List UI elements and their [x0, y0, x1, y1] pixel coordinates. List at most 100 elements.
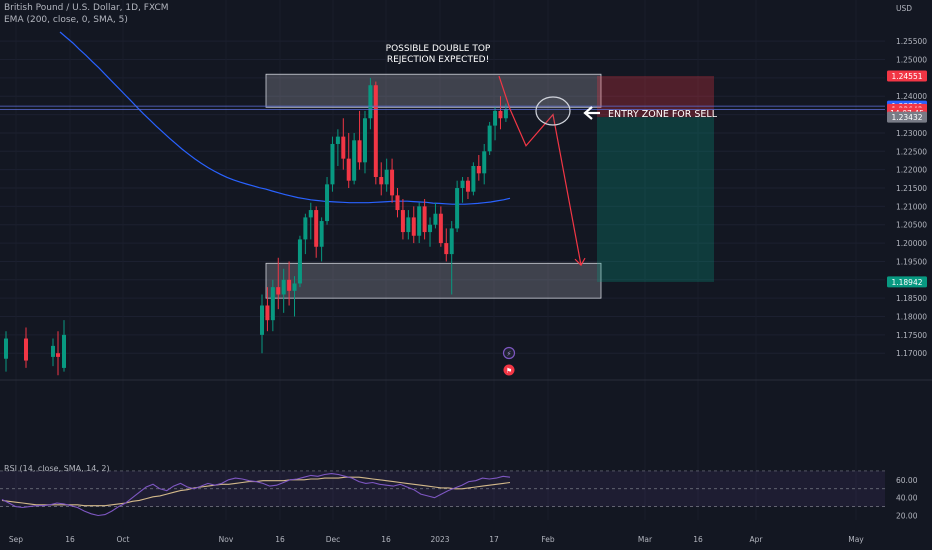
annotation-line-2: REJECTION EXPECTED!	[387, 55, 489, 65]
x-tick-label: 16	[693, 535, 703, 544]
take-profit-area[interactable]	[597, 117, 714, 282]
rsi-axis: 60.00 40.00 20.00	[896, 476, 918, 521]
price-label: 1.18942	[887, 276, 927, 288]
candle	[346, 132, 351, 189]
candle-body	[265, 305, 270, 321]
rsi-line	[1, 473, 511, 517]
time-axis[interactable]: Sep 16 Oct Nov 16 Dec 16 2023 17 Feb Mar 16 Apr May	[9, 535, 864, 544]
event-icons: ⚡ ⚑	[502, 346, 516, 376]
candle-body	[433, 213, 438, 225]
candle-body	[417, 206, 422, 236]
candle	[56, 331, 60, 376]
price-label-text: 1.23432	[891, 113, 922, 122]
candle-body	[406, 217, 411, 233]
candle-body	[444, 243, 449, 255]
candle	[417, 202, 422, 244]
flash-event-icon[interactable]	[502, 346, 516, 360]
candle-body	[379, 177, 384, 185]
y-tick-label: 1.20500	[896, 221, 927, 230]
candle-body	[493, 110, 498, 126]
y-tick-label: 1.23000	[896, 129, 927, 138]
candle-body	[471, 165, 476, 192]
candle	[352, 132, 357, 185]
candle-body	[422, 206, 427, 233]
candle	[270, 279, 275, 332]
candle	[24, 327, 28, 368]
candle-body	[24, 338, 28, 361]
stop-loss-area[interactable]	[597, 76, 714, 118]
flag-glyph-icon: ⚑	[506, 367, 512, 375]
candle-body	[460, 180, 465, 189]
candle	[276, 257, 281, 310]
candle-body	[465, 180, 470, 192]
x-tick-label: Dec	[326, 535, 341, 544]
candle	[379, 162, 384, 196]
rsi-pane	[0, 470, 885, 517]
candle	[444, 228, 449, 262]
y-tick-label: 1.21500	[896, 184, 927, 193]
y-tick-label: 1.25500	[896, 37, 927, 46]
support-zone[interactable]	[265, 262, 602, 299]
candle	[319, 217, 324, 262]
candle-body	[292, 283, 297, 291]
symbol-legend[interactable]: British Pound / U.S. Dollar, 1D, FXCM	[4, 3, 169, 13]
rsi-tick-label: 60.00	[896, 476, 918, 485]
projection-arrowhead-icon	[574, 257, 586, 267]
candle-body	[287, 279, 292, 291]
rsi-legend[interactable]: RSI (14, close, SMA, 14, 2)	[4, 464, 110, 473]
candle	[471, 162, 476, 196]
candle-body	[384, 169, 389, 185]
x-tick-label: Mar	[638, 535, 653, 544]
candle-body	[260, 305, 264, 335]
candle-body	[325, 184, 330, 222]
candle-body	[395, 195, 400, 211]
price-label: 1.23432	[887, 111, 927, 123]
candle	[476, 154, 481, 181]
candle-body	[390, 169, 395, 196]
candle-body	[400, 210, 405, 233]
projection-path	[498, 75, 586, 267]
x-tick-label: 17	[489, 535, 499, 544]
candle-body	[368, 85, 373, 119]
candle	[368, 77, 373, 130]
candle	[400, 199, 405, 240]
candle	[428, 217, 433, 247]
ema-legend[interactable]: EMA (200, close, 0, SMA, 5)	[4, 15, 128, 25]
x-tick-label: Apr	[750, 535, 764, 544]
currency-label: USD	[896, 4, 912, 13]
candle-body	[362, 118, 367, 163]
price-label-bg	[887, 276, 927, 288]
candle	[303, 213, 308, 255]
candle-body	[62, 334, 66, 368]
rsi-tick-label: 20.00	[896, 512, 918, 521]
annotation-entry-zone: ENTRY ZONE FOR SELL	[608, 109, 718, 120]
candle-body	[411, 217, 416, 236]
y-tick-label: 1.21000	[896, 202, 927, 211]
y-tick-label: 1.17000	[896, 349, 927, 358]
candle-body	[357, 140, 362, 163]
candle	[438, 206, 443, 247]
candle	[297, 235, 302, 288]
entry-arrow-icon	[583, 106, 600, 120]
y-tick-label: 1.19500	[896, 257, 927, 266]
short-position-tool[interactable]	[597, 76, 714, 282]
candle-body	[335, 136, 340, 144]
candlesticks	[4, 77, 508, 376]
candle	[357, 110, 362, 170]
x-tick-label: Nov	[219, 535, 234, 544]
annotation-double-top: POSSIBLE DOUBLE TOP REJECTION EXPECTED!	[386, 44, 491, 65]
candle-body	[341, 136, 346, 159]
candle	[51, 338, 55, 367]
flag-event-icon[interactable]	[503, 364, 515, 376]
candle	[498, 96, 503, 130]
candle	[281, 268, 286, 313]
candle-body	[297, 239, 302, 284]
resistance-zone[interactable]	[265, 73, 602, 108]
price-zones	[265, 73, 602, 299]
candle-body	[51, 345, 55, 357]
candle	[503, 103, 508, 122]
grid-lines	[0, 40, 885, 354]
candle	[493, 107, 498, 141]
price-axis[interactable]: 1.255001.250001.245001.240001.235001.230…	[896, 37, 927, 358]
